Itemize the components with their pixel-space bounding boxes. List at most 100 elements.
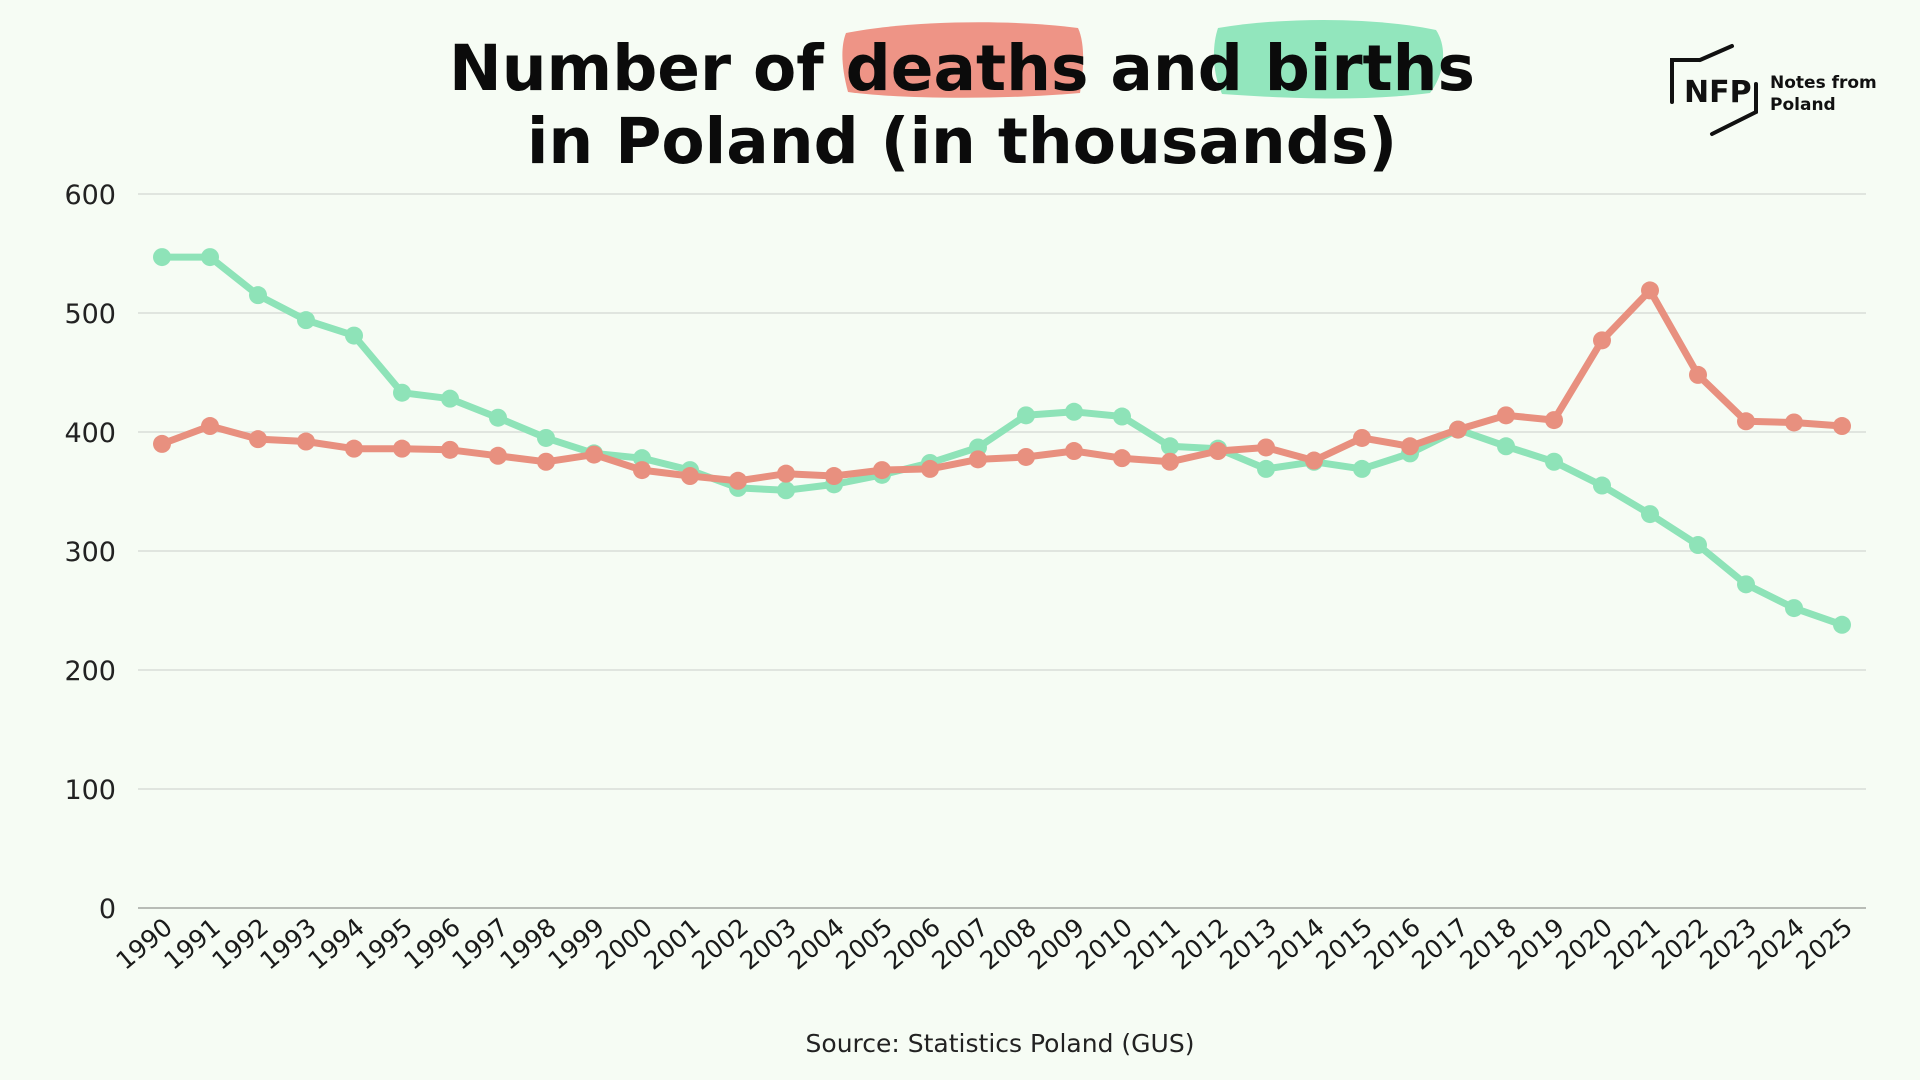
births-point <box>153 248 171 267</box>
series-deaths <box>153 281 1851 490</box>
x-tick-label: 1999 <box>542 912 609 975</box>
title-part: and <box>1088 32 1264 105</box>
deaths-point <box>681 467 699 486</box>
births-point <box>1017 406 1035 425</box>
deaths-point <box>729 471 747 490</box>
x-tick-label: 2018 <box>1454 912 1521 975</box>
y-tick-label: 300 <box>64 537 116 568</box>
deaths-point <box>633 461 651 480</box>
births-point <box>1113 407 1131 426</box>
x-tick-label: 2011 <box>1118 912 1185 975</box>
x-tick-label: 1996 <box>398 912 465 975</box>
births-point <box>441 389 459 408</box>
x-tick-label: 2025 <box>1790 912 1857 975</box>
births-point <box>1497 437 1515 456</box>
series <box>153 248 1851 634</box>
deaths-point <box>1065 442 1083 461</box>
deaths-point <box>1113 449 1131 468</box>
x-tick-label: 2002 <box>686 912 753 975</box>
births-point <box>393 383 411 402</box>
deaths-point <box>537 452 555 471</box>
series-births <box>153 248 1851 634</box>
title-line-1: Number of deaths and births <box>449 32 1475 105</box>
x-tick-label: 2015 <box>1310 912 1377 975</box>
deaths-highlight <box>842 22 1084 98</box>
x-tick-label: 2020 <box>1550 912 1617 975</box>
deaths-point <box>873 461 891 480</box>
births-point <box>201 248 219 267</box>
births-point <box>1689 536 1707 555</box>
deaths-point <box>441 440 459 459</box>
x-tick-label: 2003 <box>734 912 801 975</box>
x-tick-label: 1990 <box>110 912 177 975</box>
deaths-point <box>1401 437 1419 456</box>
deaths-point <box>1689 365 1707 384</box>
x-tick-label: 1994 <box>302 912 369 975</box>
deaths-point <box>1017 447 1035 466</box>
x-tick-label: 2014 <box>1262 912 1329 975</box>
deaths-point <box>1737 412 1755 431</box>
x-tick-label: 2019 <box>1502 912 1569 975</box>
births-point <box>345 326 363 345</box>
source-note: Source: Statistics Poland (GUS) <box>806 1029 1195 1058</box>
title-part: Number of <box>449 32 846 105</box>
births-point <box>489 408 507 427</box>
y-tick-label: 200 <box>64 656 116 687</box>
x-tick-label: 1991 <box>158 912 225 975</box>
x-tick-label: 1995 <box>350 912 417 975</box>
x-tick-label: 2010 <box>1070 912 1137 975</box>
logo-underline-icon <box>1710 82 1758 136</box>
x-tick-label: 2016 <box>1358 912 1425 975</box>
births-point <box>1257 459 1275 478</box>
title-births-word: births <box>1265 32 1475 105</box>
title-deaths-word: deaths <box>846 32 1089 105</box>
births-point <box>1641 505 1659 524</box>
deaths-point <box>1257 438 1275 457</box>
x-tick-label: 1997 <box>446 912 513 975</box>
x-tick-label: 2006 <box>878 912 945 975</box>
x-tick-label: 1992 <box>206 912 273 975</box>
deaths-point <box>1785 413 1803 432</box>
deaths-point <box>393 439 411 458</box>
births-point <box>1545 452 1563 471</box>
logo-line-1: Notes from <box>1770 73 1877 93</box>
deaths-point <box>1545 411 1563 430</box>
x-tick-label: 2021 <box>1598 912 1665 975</box>
deaths-point <box>585 445 603 464</box>
y-tick-label: 0 <box>99 894 116 925</box>
deaths-point <box>825 467 843 486</box>
x-tick-label: 2024 <box>1742 912 1809 975</box>
deaths-point <box>201 417 219 436</box>
y-tick-label: 400 <box>64 418 116 449</box>
x-tick-label: 2007 <box>926 912 993 975</box>
deaths-point <box>153 434 171 453</box>
y-tick-label: 500 <box>64 299 116 330</box>
deaths-line <box>158 286 1846 485</box>
births-point <box>1161 437 1179 456</box>
deaths-point <box>1833 417 1851 436</box>
logo-mark: NFP <box>1684 75 1752 110</box>
grid <box>138 193 1866 909</box>
deaths-point <box>297 432 315 451</box>
x-tick-label: 2022 <box>1646 912 1713 975</box>
x-tick-label: 2009 <box>1022 912 1089 975</box>
births-point <box>1593 476 1611 495</box>
x-axis-ticks: 1990199119921993199419951996199719981999… <box>110 912 1857 975</box>
logo-line-2: Poland <box>1770 95 1836 115</box>
deaths-point <box>777 464 795 483</box>
x-tick-label: 2017 <box>1406 912 1473 975</box>
deaths-point <box>1353 428 1371 447</box>
births-point <box>297 311 315 330</box>
y-axis-ticks: 0 100 200 300 400 500 600 <box>64 180 116 925</box>
births-point <box>537 428 555 447</box>
logo-bracket-icon <box>1670 44 1734 104</box>
y-tick-label: 100 <box>64 775 116 806</box>
x-tick-label: 2004 <box>782 912 849 975</box>
deaths-point <box>1161 452 1179 471</box>
deaths-point <box>1641 281 1659 300</box>
deaths-point <box>249 430 267 449</box>
births-point <box>1353 459 1371 478</box>
x-tick-label: 1993 <box>254 912 321 975</box>
deaths-point <box>1449 420 1467 439</box>
